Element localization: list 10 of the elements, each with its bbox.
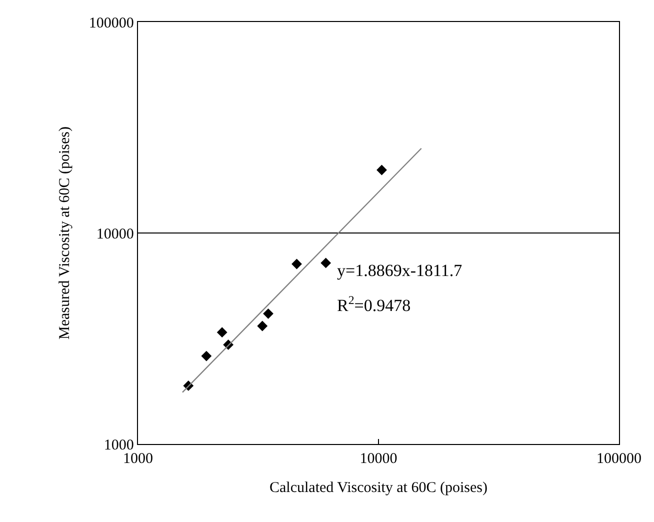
x-tick-label: 100000 [596, 451, 642, 468]
y-axis-title: Measured Viscosity at 60C (poises) [57, 126, 74, 340]
y-tick-label: 100000 [88, 15, 134, 32]
x-tick-label: 1000 [123, 451, 153, 468]
x-tick-label: 10000 [360, 451, 398, 468]
y-tick-label: 1000 [104, 437, 134, 454]
annotation: R$^{2}$=0.9478 [337, 293, 411, 316]
x-axis-title: Calculated Viscosity at 60C (poises) [270, 480, 488, 496]
y-tick-label: 10000 [96, 226, 134, 242]
annotation: y=1.8869x-1811.7 [337, 261, 463, 280]
